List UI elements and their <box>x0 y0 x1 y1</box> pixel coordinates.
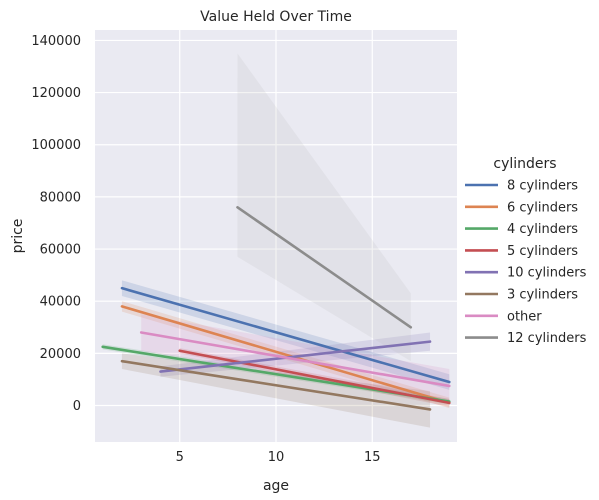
series-line <box>120 359 432 411</box>
y-tick-label: 100000 <box>31 138 81 153</box>
legend-label: 8 cylinders <box>507 179 578 194</box>
y-tick-label: 20000 <box>40 347 81 362</box>
series-line <box>139 331 451 388</box>
confidence-band <box>237 53 411 362</box>
legend-label: 6 cylinders <box>507 200 578 215</box>
legend-label: 4 cylinders <box>507 222 578 237</box>
legend-label: 3 cylinders <box>507 288 578 303</box>
y-tick-label: 140000 <box>31 34 81 49</box>
legend-title: cylinders <box>493 156 556 172</box>
y-tick-label: 0 <box>73 399 81 414</box>
x-tick-label: 15 <box>364 450 381 465</box>
x-axis-label: age <box>263 478 289 494</box>
legend-label: 5 cylinders <box>507 244 578 259</box>
y-axis-label: price <box>10 219 26 254</box>
y-tick-label: 80000 <box>40 190 81 205</box>
series-line <box>120 305 451 405</box>
series-lines <box>101 206 451 411</box>
x-tick-label: 10 <box>268 450 285 465</box>
y-tick-label: 120000 <box>31 86 81 101</box>
chart-title: Value Held Over Time <box>200 9 352 25</box>
legend-label: 10 cylinders <box>507 266 587 281</box>
series-line <box>178 349 451 405</box>
legend: 8 cylinders 6 cylinders 4 cylinders 5 cylin… <box>465 179 587 346</box>
y-tick-label: 40000 <box>40 295 81 310</box>
y-tick-label: 60000 <box>40 243 81 258</box>
legend-label: other <box>507 309 542 324</box>
series-line <box>120 286 451 384</box>
series-line <box>236 206 413 329</box>
legend-label: 12 cylinders <box>507 331 587 346</box>
series-line <box>159 340 432 373</box>
x-tick-label: 5 <box>176 450 184 465</box>
